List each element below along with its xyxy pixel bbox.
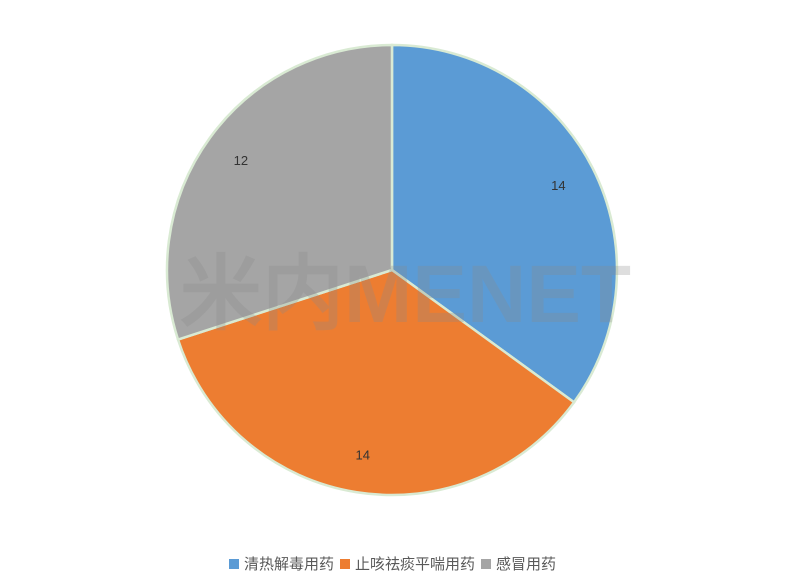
legend-label: 清热解毒用药 (243, 555, 334, 573)
data-label-2: 12 (234, 153, 248, 168)
legend-item-2: 感冒用药 (481, 553, 556, 574)
legend-swatch (339, 558, 350, 569)
pie-slice-2 (165, 43, 394, 342)
legend-item-1: 止咳祛痰平喘用药 (339, 553, 475, 574)
pie-slice-1 (176, 268, 576, 497)
legend: 清热解毒用药 止咳祛痰平喘用药 感冒用药 (0, 553, 785, 574)
legend-label: 止咳祛痰平喘用药 (354, 555, 475, 573)
pie-slice-0 (390, 43, 619, 404)
data-label-0: 14 (551, 178, 565, 193)
legend-label: 感冒用药 (496, 555, 557, 573)
legend-item-0: 清热解毒用药 (228, 553, 334, 574)
legend-swatch (228, 558, 239, 569)
legend-swatch (481, 558, 491, 569)
watermark: 米内MENET (180, 249, 631, 340)
data-label-1: 14 (356, 447, 370, 462)
